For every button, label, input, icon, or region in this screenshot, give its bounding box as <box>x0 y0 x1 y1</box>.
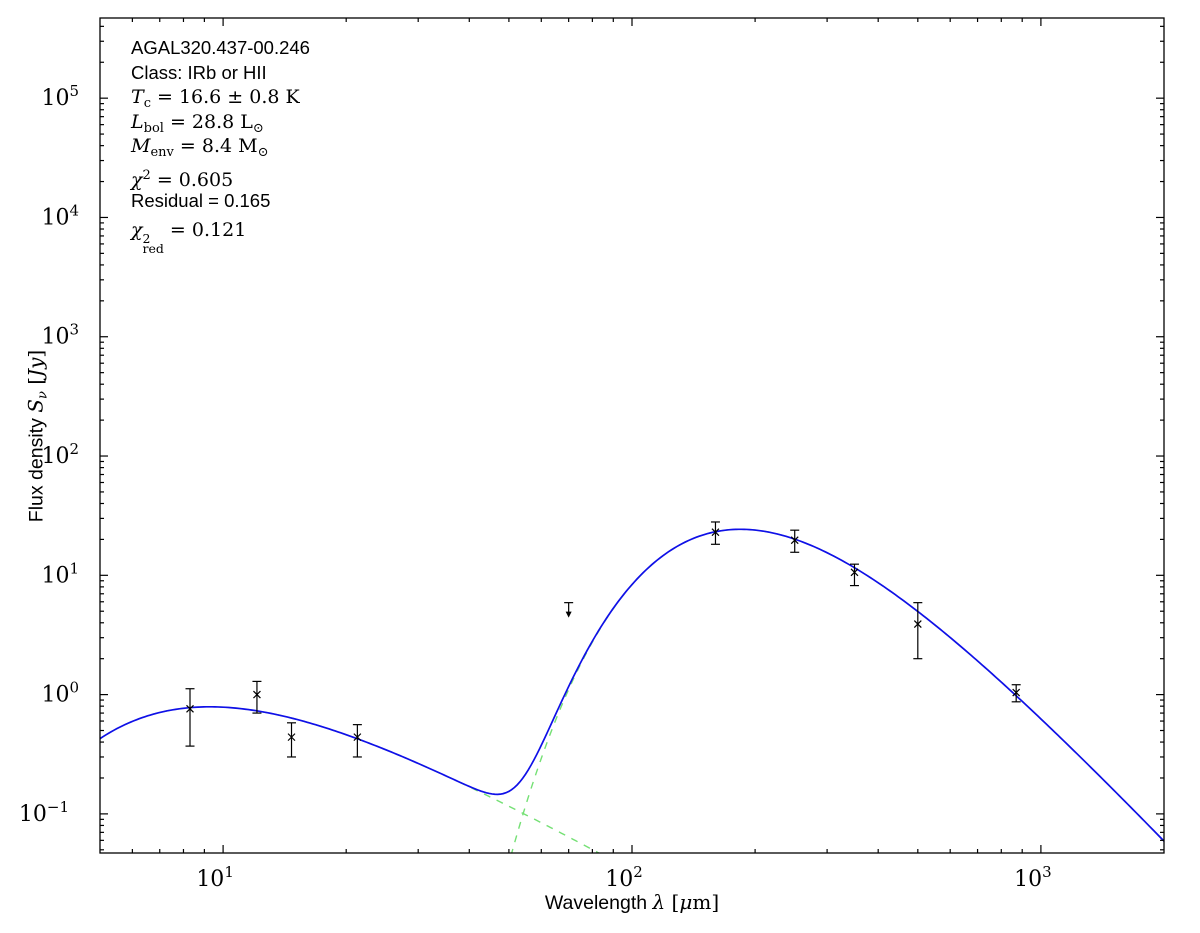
x-tick-label: 102 <box>605 863 643 892</box>
y-tick-label: 103 <box>41 321 79 350</box>
chi-squared-red-subscript: 2 red <box>142 231 164 257</box>
y-tick-label: 105 <box>41 82 79 111</box>
annotation-line-6: χ2 = 0.605 <box>131 167 234 191</box>
annotation-line-8: χ 2 red = 0.121 <box>131 219 247 257</box>
annotation-line-3: Tc = 16.6 ± 0.8 K <box>131 86 300 112</box>
y-tick-label: 10−1 <box>19 798 69 827</box>
x-axis-label: Wavelength λ [μm] <box>544 890 720 914</box>
data-point <box>849 563 859 587</box>
x-tick-label: 101 <box>196 863 234 892</box>
data-point <box>710 521 720 545</box>
data-point <box>252 680 262 714</box>
data-point <box>352 724 362 758</box>
data-point <box>287 722 297 758</box>
y-tick-label: 102 <box>41 440 79 469</box>
y-tick-label: 104 <box>41 201 79 230</box>
x-tick-label: 103 <box>1014 863 1052 892</box>
annotation-line-2: Class: IRb or HII <box>131 61 267 83</box>
annotation-line-7: Residual = 0.165 <box>131 189 271 211</box>
annotation-block: AGAL320.437-00.246 Class: IRb or HII Tc = … <box>131 36 310 257</box>
data-point <box>185 688 195 747</box>
model-total-curve <box>100 528 1164 842</box>
annotation-line-1: AGAL320.437-00.246 <box>131 37 310 58</box>
y-axis-label: Flux density Sν [Jy] <box>23 349 51 523</box>
upper-limit-marker <box>564 602 574 618</box>
data-point <box>790 529 800 553</box>
annotation-line-5: Menv = 8.4 M⊙ <box>131 135 269 161</box>
annotation-line-4: Lbol = 28.8 L⊙ <box>131 110 264 136</box>
data-point <box>913 602 923 660</box>
y-tick-label: 100 <box>41 679 79 708</box>
axis-ticks <box>100 18 1164 853</box>
y-tick-label: 101 <box>41 559 79 588</box>
cold-component-curve <box>510 528 1164 853</box>
data-point <box>1011 684 1021 703</box>
